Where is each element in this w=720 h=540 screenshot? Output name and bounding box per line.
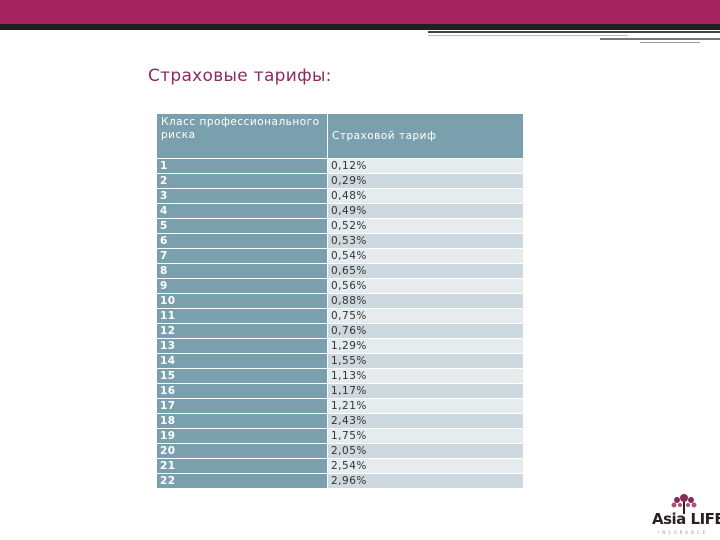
rate-cell: 0,52% — [327, 218, 524, 234]
risk-class-cell: 11 — [156, 308, 328, 324]
table-row: 22 2,96% — [156, 473, 524, 489]
rate-cell: 1,17% — [327, 383, 524, 399]
rate-cell: 2,43% — [327, 413, 524, 429]
rate-cell: 0,29% — [327, 173, 524, 189]
risk-class-cell: 15 — [156, 368, 328, 384]
rates-table: Класс профессионального риска Страховой … — [156, 113, 524, 489]
decorative-line — [428, 35, 628, 36]
rate-cell: 1,21% — [327, 398, 524, 414]
rate-cell: 1,55% — [327, 353, 524, 369]
logo-text: Asia LIFE — [652, 510, 720, 528]
table-row: 6 0,53% — [156, 233, 524, 249]
decorative-line — [640, 42, 700, 43]
table-row: 9 0,56% — [156, 278, 524, 294]
risk-class-cell: 22 — [156, 473, 328, 489]
table-row: 2 0,29% — [156, 173, 524, 189]
risk-class-cell: 10 — [156, 293, 328, 309]
top-rule — [0, 24, 720, 30]
table-row: 8 0,65% — [156, 263, 524, 279]
tree-icon — [671, 494, 697, 514]
table-row: 21 2,54% — [156, 458, 524, 474]
risk-class-cell: 8 — [156, 263, 328, 279]
risk-class-cell: 17 — [156, 398, 328, 414]
table-row: 11 0,75% — [156, 308, 524, 324]
rate-cell: 0,65% — [327, 263, 524, 279]
risk-class-cell: 1 — [156, 158, 328, 174]
risk-class-cell: 19 — [156, 428, 328, 444]
table-row: 15 1,13% — [156, 368, 524, 384]
rate-cell: 0,49% — [327, 203, 524, 219]
rate-cell: 1,13% — [327, 368, 524, 384]
table-row: 14 1,55% — [156, 353, 524, 369]
rate-cell: 0,88% — [327, 293, 524, 309]
risk-class-cell: 4 — [156, 203, 328, 219]
risk-class-cell: 7 — [156, 248, 328, 264]
table-row: 12 0,76% — [156, 323, 524, 339]
risk-class-cell: 14 — [156, 353, 328, 369]
table-row: 18 2,43% — [156, 413, 524, 429]
company-logo: Asia LIFE INSURANCE — [652, 492, 720, 538]
table-row: 20 2,05% — [156, 443, 524, 459]
rate-cell: 2,54% — [327, 458, 524, 474]
risk-class-cell: 13 — [156, 338, 328, 354]
table-row: 7 0,54% — [156, 248, 524, 264]
header-rate: Страховой тариф — [327, 113, 524, 159]
decorative-line — [428, 31, 720, 33]
table-row: 1 0,12% — [156, 158, 524, 174]
rate-cell: 0,12% — [327, 158, 524, 174]
table-row: 16 1,17% — [156, 383, 524, 399]
rate-cell: 2,96% — [327, 473, 524, 489]
header-risk-class: Класс профессионального риска — [156, 113, 328, 159]
table-row: 19 1,75% — [156, 428, 524, 444]
risk-class-cell: 12 — [156, 323, 328, 339]
risk-class-cell: 3 — [156, 188, 328, 204]
risk-class-cell: 18 — [156, 413, 328, 429]
rate-cell: 0,75% — [327, 308, 524, 324]
rate-cell: 0,54% — [327, 248, 524, 264]
rate-cell: 0,76% — [327, 323, 524, 339]
table-row: 3 0,48% — [156, 188, 524, 204]
table-row: 17 1,21% — [156, 398, 524, 414]
rate-cell: 0,56% — [327, 278, 524, 294]
risk-class-cell: 2 — [156, 173, 328, 189]
rate-cell: 2,05% — [327, 443, 524, 459]
rate-cell: 1,75% — [327, 428, 524, 444]
risk-class-cell: 6 — [156, 233, 328, 249]
rate-cell: 0,48% — [327, 188, 524, 204]
table-header-row: Класс профессионального риска Страховой … — [156, 113, 524, 159]
logo-subtext: INSURANCE — [658, 530, 709, 535]
table-row: 5 0,52% — [156, 218, 524, 234]
risk-class-cell: 21 — [156, 458, 328, 474]
top-banner — [0, 0, 720, 24]
risk-class-cell: 16 — [156, 383, 328, 399]
table-row: 13 1,29% — [156, 338, 524, 354]
rate-cell: 0,53% — [327, 233, 524, 249]
decorative-line — [600, 38, 720, 40]
table-row: 4 0,49% — [156, 203, 524, 219]
table-row: 10 0,88% — [156, 293, 524, 309]
risk-class-cell: 20 — [156, 443, 328, 459]
slide-title: Страховые тарифы: — [148, 66, 332, 86]
risk-class-cell: 9 — [156, 278, 328, 294]
risk-class-cell: 5 — [156, 218, 328, 234]
rate-cell: 1,29% — [327, 338, 524, 354]
